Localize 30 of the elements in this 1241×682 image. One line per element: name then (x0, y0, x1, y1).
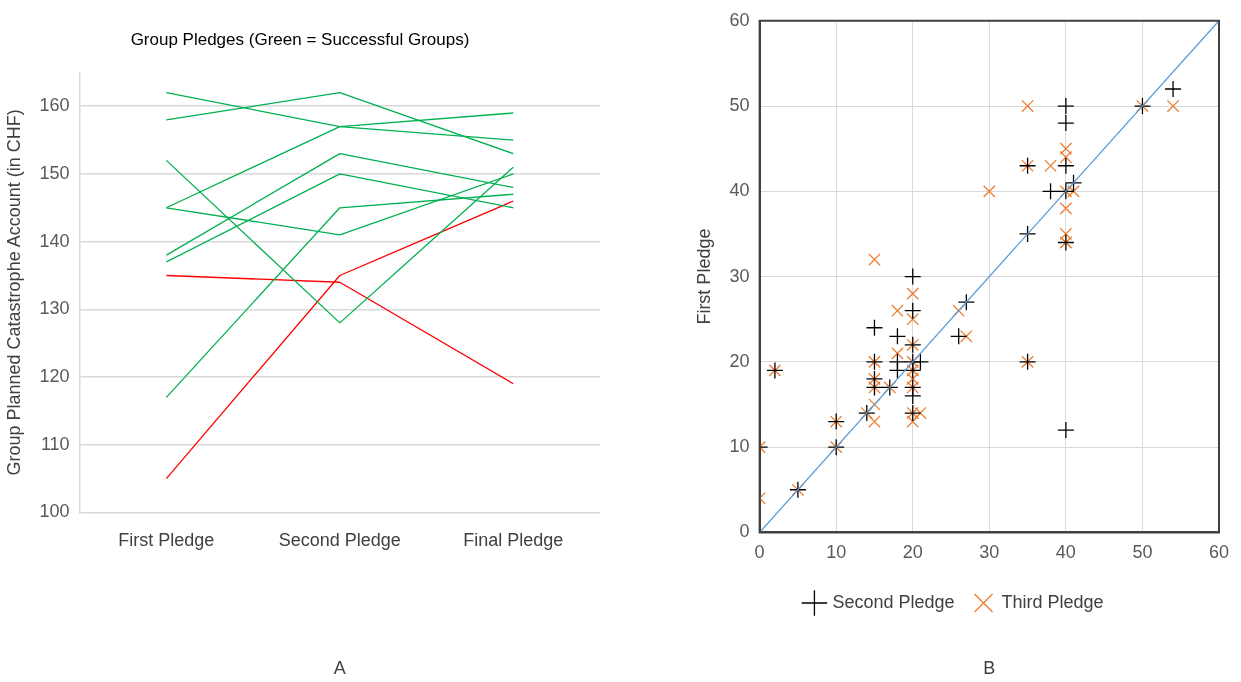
x-tick-label: 40 (1055, 542, 1076, 563)
y-tick-label: 60 (729, 9, 750, 30)
chart-title: Group Pledges (Green = Successful Groups) (130, 29, 470, 49)
x-tick-label: 0 (754, 542, 765, 563)
text: A (333, 658, 346, 678)
x-tick-label: 30 (979, 542, 1000, 563)
y-tick-label: 130 (39, 298, 70, 319)
y-tick-label: 20 (729, 350, 750, 371)
y-tick-label: 40 (729, 180, 750, 201)
x-tick-label: First Pledge (118, 530, 215, 551)
y-tick-label: 150 (39, 162, 70, 183)
x-tick-label: Second Pledge (278, 530, 401, 551)
x-tick-label: 50 (1132, 542, 1153, 563)
y-tick-label: 140 (39, 230, 70, 251)
y-axis-title: First Pledge (693, 228, 714, 325)
y-tick-label: 160 (39, 95, 70, 116)
y-tick-label: 120 (39, 365, 70, 386)
text: B (983, 658, 996, 678)
y-tick-label: 110 (40, 433, 70, 454)
y-tick-label: 30 (729, 265, 750, 286)
x-tick-label: 20 (902, 542, 923, 563)
y-tick-label: 50 (729, 95, 750, 116)
y-tick-label: 10 (729, 436, 750, 457)
y-tick-label: 100 (39, 501, 70, 522)
legend-label: Third Pledge (1001, 591, 1104, 612)
legend-label: Second Pledge (832, 591, 955, 612)
x-tick-label: Final Pledge (463, 530, 564, 551)
x-tick-label: 10 (826, 542, 847, 563)
x-tick-label: 60 (1208, 542, 1230, 563)
y-axis-title: Group Planned Catastrophe Account (in CHF) (3, 109, 24, 476)
